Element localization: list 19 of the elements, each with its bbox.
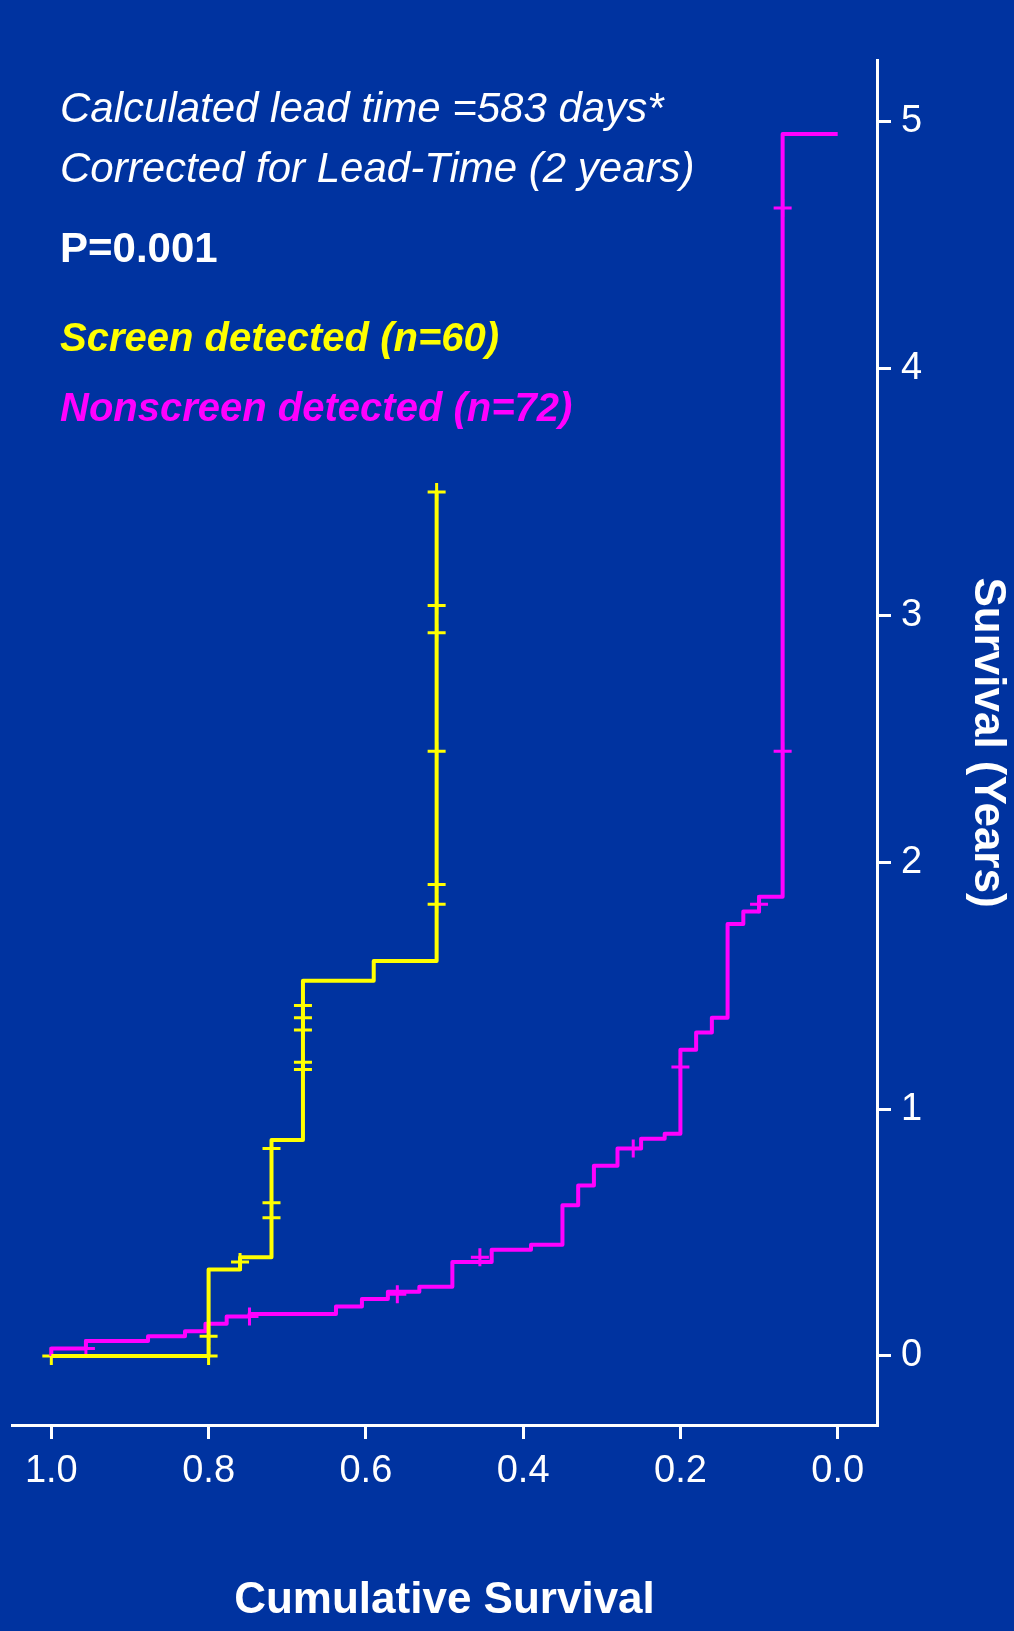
annotation: P=0.001: [60, 223, 218, 271]
y-tick-label: 2: [901, 838, 923, 881]
x-tick-label: 0.8: [182, 1448, 235, 1491]
y-tick-label: 0: [901, 1332, 923, 1375]
x-axis-title: Cumulative Survival: [234, 1572, 655, 1622]
y-tick-label: 4: [901, 345, 923, 388]
y-tick-label: 1: [901, 1085, 923, 1128]
x-tick-label: 0.0: [811, 1448, 865, 1491]
x-tick-label: 0.4: [496, 1448, 550, 1491]
y-tick-label: 3: [901, 591, 923, 634]
text: Screen detected (n=60): [60, 315, 500, 360]
text: Nonscreen detected (n=72): [60, 385, 573, 430]
annotation: Calculated lead time =583 days*: [60, 83, 666, 131]
x-tick-label: 0.6: [339, 1448, 393, 1491]
x-tick-label: 1.0: [24, 1448, 78, 1491]
annotation: Corrected for Lead-Time (2 years): [60, 143, 695, 191]
x-tick-label: 0.2: [654, 1448, 707, 1491]
y-axis-title: Survival (Years): [966, 577, 1014, 908]
y-tick-label: 5: [901, 98, 923, 141]
